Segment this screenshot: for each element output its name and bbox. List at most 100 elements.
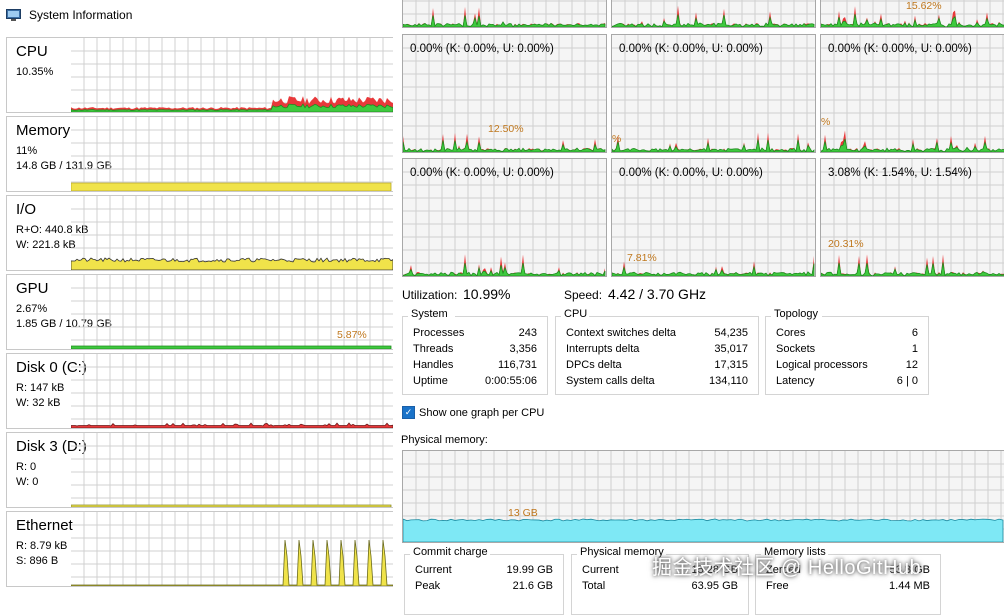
core-peak-label: % [612, 133, 622, 145]
physical-memory-group: Physical memory Current 15.28 GB Total 63.… [571, 546, 749, 615]
stat-value: 6 [911, 327, 918, 339]
stat-value: 21.6 GB [512, 580, 553, 592]
stat-row: Uptime 0:00:55:06 [413, 375, 537, 390]
cpu-core-graph: 0.00% (K: 0.00%, U: 0.00%) [402, 158, 607, 277]
group-title: Commit charge [411, 546, 490, 558]
stat-row: Handles 116,731 [413, 359, 537, 374]
stat-key: Threads [413, 343, 454, 355]
sidebar-card-io[interactable]: I/O R+O: 440.8 kB W: 221.8 kB [6, 195, 393, 271]
sidebar-card-memory[interactable]: Memory 11% 14.8 GB / 131.9 GB [6, 116, 393, 192]
sidebar-card-gpu[interactable]: GPU 2.67% 1.85 GB / 10.79 GB 5.87% [6, 274, 393, 350]
card-detail: S: 896 B [16, 555, 59, 567]
cpu-core-graph [611, 0, 816, 28]
core-peak-label: % [821, 116, 831, 128]
stat-value: 243 [518, 327, 537, 339]
stat-value: 12 [905, 359, 918, 371]
core-graph-canvas [821, 35, 1004, 152]
stat-key: DPCs delta [566, 359, 622, 371]
cpu-core-graph: 0.00% (K: 0.00%, U: 0.00%) 12.50% [402, 34, 607, 153]
core-graph-canvas [403, 35, 606, 152]
core-graph-canvas [403, 159, 606, 276]
stat-key: Latency [776, 375, 815, 387]
checkbox-checked-icon[interactable]: ✓ [402, 406, 415, 419]
stat-key: Logical processors [776, 359, 868, 371]
core-peak-label: 7.81% [627, 252, 657, 264]
speed-label: Speed: [564, 288, 603, 302]
stat-row: Free 1.44 MB [766, 580, 930, 595]
cpu-core-graph: 0.00% (K: 0.00%, U: 0.00%) 7.81% [611, 158, 816, 277]
cpu-core-graph: 3.08% (K: 1.54%, U: 1.54%) 20.31% [820, 158, 1004, 277]
stat-key: System calls delta [566, 375, 655, 387]
memory-peak-label: 13 GB [508, 507, 538, 519]
core-peak-label: 15.62% [906, 0, 942, 12]
card-value: R: 147 kB [16, 382, 65, 394]
utilization-value: 10.99% [463, 286, 511, 302]
physical-memory-graph: 13 GB [402, 450, 1004, 543]
core-usage-label: 0.00% (K: 0.00%, U: 0.00%) [619, 43, 763, 55]
core-usage-label: 0.00% (K: 0.00%, U: 0.00%) [619, 167, 763, 179]
sidebar-card-disk3[interactable]: Disk 3 (D:) R: 0 W: 0 [6, 432, 393, 508]
monitor-icon [6, 8, 21, 21]
cpu-core-graph: 15.62% [820, 0, 1004, 28]
card-title: GPU [16, 280, 49, 297]
card-detail: W: 0 [16, 476, 39, 488]
stat-key: Processes [413, 327, 465, 339]
stat-row: Context switches delta 54,235 [566, 327, 748, 342]
group-title: Physical memory [578, 546, 666, 558]
stat-value: 35,017 [714, 343, 748, 355]
group-title: Memory lists [762, 546, 828, 558]
core-graph-canvas [403, 0, 606, 27]
ethernet-mini-graph [71, 512, 393, 586]
stat-value: 15.28 GB [691, 564, 738, 576]
stat-row: DPCs delta 17,315 [566, 359, 748, 374]
card-detail: W: 221.8 kB [16, 239, 76, 251]
stat-row: Current 19.99 GB [415, 564, 553, 579]
card-value: 10.35% [16, 66, 54, 78]
card-value: 2.67% [16, 303, 48, 315]
sidebar-card-ethernet[interactable]: Ethernet R: 8.79 kB S: 896 B [6, 511, 393, 587]
disk0-mini-graph [71, 354, 393, 428]
card-title: Ethernet [16, 517, 73, 534]
stat-value: 134,110 [709, 375, 748, 387]
disk3-mini-graph [71, 433, 393, 507]
stat-value: 54,235 [714, 327, 748, 339]
cpu-mini-graph [71, 38, 393, 112]
cpu-core-graph: 0.00% (K: 0.00%, U: 0.00%) % [611, 34, 816, 153]
physical-memory-label: Physical memory: [401, 434, 488, 446]
topology-group: Topology Cores 6 Sockets 1 Logical process… [765, 308, 929, 395]
core-graph-canvas [821, 0, 1004, 27]
system-group: System Processes 243 Threads 3,356 Handles… [402, 308, 548, 395]
sidebar-card-disk0[interactable]: Disk 0 (C:) R: 147 kB W: 32 kB [6, 353, 393, 429]
core-graph-canvas [612, 0, 815, 27]
show-one-graph-checkbox[interactable]: ✓ Show one graph per CPU [402, 406, 544, 419]
stat-key: Free [766, 580, 789, 592]
stat-key: Cores [776, 327, 806, 339]
core-usage-label: 0.00% (K: 0.00%, U: 0.00%) [410, 43, 554, 55]
title-bar: System Information [6, 6, 132, 24]
utilization-label: Utilization: [402, 288, 458, 302]
stat-row: Current 15.28 GB [582, 564, 738, 579]
core-graph-canvas [612, 35, 815, 152]
card-title: Memory [16, 122, 71, 139]
card-value: 11% [16, 145, 38, 157]
stat-key: Total [582, 580, 606, 592]
stat-value: 1 [911, 343, 918, 355]
sidebar-card-cpu[interactable]: CPU 10.35% [6, 37, 393, 113]
gpu-peak-label: 5.87% [337, 329, 367, 341]
gpu-mini-graph [71, 275, 393, 349]
stat-key: Zeroed [766, 564, 801, 576]
core-usage-label: 0.00% (K: 0.00%, U: 0.00%) [410, 167, 554, 179]
card-detail: W: 32 kB [16, 397, 61, 409]
stat-row: System calls delta 134,110 [566, 375, 748, 390]
stat-key: Current [582, 564, 619, 576]
watermark: 掘金技术社区 @ HelloGitHub [652, 557, 922, 579]
stat-key: Peak [415, 580, 441, 592]
stat-row: Peak 21.6 GB [415, 580, 553, 595]
card-title: Disk 3 (D:) [16, 438, 87, 455]
card-title: I/O [16, 201, 37, 218]
cpu-stats-group: CPU Context switches delta 54,235 Interru… [555, 308, 759, 395]
commit-charge-group: Commit charge Current 19.99 GB Peak 21.6 G… [404, 546, 564, 615]
core-graph-canvas [821, 159, 1004, 276]
stat-value: 6 | 0 [896, 375, 918, 387]
card-value: R: 0 [16, 461, 37, 473]
